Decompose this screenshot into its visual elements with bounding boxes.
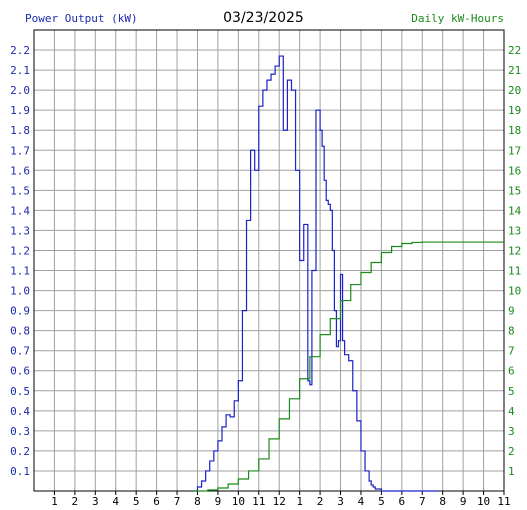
x-tick-label: 5 [133, 495, 140, 508]
x-tick-label: 6 [399, 495, 406, 508]
x-tick-label: 9 [460, 495, 467, 508]
plot-border [33, 29, 505, 492]
y-left-tick-label: 2.0 [10, 84, 30, 97]
x-tick-label: 2 [72, 495, 79, 508]
y-left-tick-label: 1.3 [10, 224, 30, 237]
y-right-tick-label: 7 [508, 345, 515, 358]
x-tick-label: 11 [252, 495, 265, 508]
y-right-tick-label: 21 [508, 64, 521, 77]
y-right-tick-label: 12 [508, 244, 521, 257]
y-left-tick-label: 0.2 [10, 445, 30, 458]
y-right-tick-label: 17 [508, 144, 521, 157]
x-tick-label: 10 [477, 495, 490, 508]
y-right-tick-label: 22 [508, 44, 521, 57]
y-right-tick-label: 19 [508, 104, 521, 117]
x-tick-label: 6 [153, 495, 160, 508]
y-left-tick-label: 1.9 [10, 104, 30, 117]
y-right-tick-label: 9 [508, 305, 515, 318]
y-left-tick-label: 0.7 [10, 345, 30, 358]
x-tick-label: 5 [378, 495, 385, 508]
x-tick-label: 12 [273, 495, 286, 508]
y-left-tick-label: 0.9 [10, 305, 30, 318]
y-right-tick-label: 16 [508, 164, 521, 177]
y-left-tick-label: 0.5 [10, 385, 30, 398]
x-tick-label: 3 [92, 495, 99, 508]
y-left-tick-label: 1.5 [10, 184, 30, 197]
x-tick-label: 2 [317, 495, 324, 508]
y-left-tick-label: 1.0 [10, 285, 30, 298]
y-right-tick-label: 13 [508, 224, 521, 237]
y-right-tick-label: 2 [508, 445, 515, 458]
y-left-tick-label: 1.6 [10, 164, 30, 177]
y-right-tick-label: 4 [508, 405, 515, 418]
y-left-tick-label: 1.2 [10, 244, 30, 257]
y-left-tick-label: 1.7 [10, 144, 30, 157]
y-right-tick-label: 18 [508, 124, 521, 137]
y-right-tick-label: 10 [508, 285, 521, 298]
x-tick-label: 8 [439, 495, 446, 508]
y-right-tick-label: 14 [508, 204, 522, 217]
y-left-tick-label: 1.1 [10, 265, 30, 278]
y-right-tick-label: 20 [508, 84, 521, 97]
x-tick-label: 7 [419, 495, 426, 508]
daily-kwh-line [193, 241, 504, 492]
y-left-tick-label: 1.4 [10, 204, 30, 217]
y-right-tick-label: 8 [508, 325, 515, 338]
x-tick-label: 1 [51, 495, 58, 508]
y-left-tick-label: 0.8 [10, 325, 30, 338]
y-left-tick-label: 2.1 [10, 64, 30, 77]
x-tick-label: 4 [358, 495, 365, 508]
chart-title: 03/23/2025 [223, 10, 304, 26]
y-left-tick-label: 2.2 [10, 44, 30, 57]
y-left-tick-label: 1.8 [10, 124, 30, 137]
power-output-line [193, 55, 439, 492]
x-tick-label: 11 [497, 495, 510, 508]
right-axis-title: Daily kW-Hours [411, 12, 504, 25]
y-left-tick-label: 0.3 [10, 425, 30, 438]
y-left-tick-label: 0.1 [10, 465, 30, 478]
y-right-tick-label: 1 [508, 465, 515, 478]
y-left-tick-label: 0.4 [10, 405, 30, 418]
x-tick-label: 10 [232, 495, 245, 508]
x-tick-label: 8 [194, 495, 201, 508]
y-right-tick-label: 6 [508, 365, 515, 378]
y-right-tick-label: 11 [508, 265, 521, 278]
y-left-tick-label: 0.6 [10, 365, 30, 378]
x-tick-label: 1 [296, 495, 303, 508]
x-tick-label: 3 [337, 495, 344, 508]
y-right-tick-label: 15 [508, 184, 521, 197]
y-right-tick-label: 5 [508, 385, 515, 398]
x-tick-label: 9 [215, 495, 222, 508]
x-tick-label: 4 [112, 495, 119, 508]
y-right-tick-label: 3 [508, 425, 515, 438]
x-tick-label: 7 [174, 495, 181, 508]
left-axis-title: Power Output (kW) [25, 12, 138, 25]
